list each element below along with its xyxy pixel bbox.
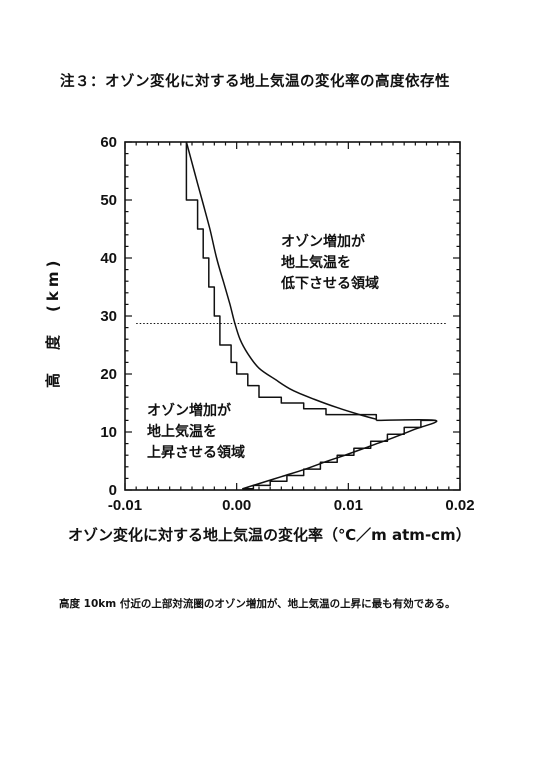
step-series-line — [185, 142, 378, 421]
y-tick-label: 40 — [100, 250, 117, 267]
axis-ticks: -0.01 0.00 0.01 0.02 0 10 20 30 40 50 60 — [100, 134, 474, 514]
x-tick-label: 0.01 — [334, 497, 363, 514]
x-axis-label: オゾン変化に対する地上気温の変化率（℃／m atm-cm） — [68, 526, 471, 544]
annotation-line: 上昇させる領域 — [147, 445, 245, 461]
annotation-line: オゾン増加が — [281, 234, 365, 250]
step-series-line — [242, 419, 436, 490]
smooth-series-line — [185, 141, 377, 420]
y-tick-label: 50 — [100, 192, 117, 209]
y-tick-label: 20 — [100, 366, 117, 383]
y-tick-label: 60 — [100, 134, 117, 151]
annotation-line: 地上気温を — [147, 424, 217, 440]
annotation-line: オゾン増加が — [147, 403, 231, 419]
annotation-line: 地上気温を — [281, 255, 351, 271]
smooth-series-line — [242, 418, 438, 490]
y-tick-label: 30 — [100, 308, 117, 325]
footnote: 高度 10km 付近の上部対流圏のオゾン増加が、地上気温の上昇に最も有効である。 — [59, 598, 456, 610]
x-tick-label: 0.02 — [445, 497, 474, 514]
x-tick-label: -0.01 — [108, 497, 142, 514]
y-tick-label: 10 — [100, 424, 117, 441]
y-axis-label: 高 度 (km) — [44, 256, 62, 388]
annotation-cooling-region: オゾン増加が 地上気温を 低下させる領域 — [281, 232, 379, 295]
annotation-line: 低下させる領域 — [281, 276, 379, 292]
figure-title: 注３：オゾン変化に対する地上気温の変化率の高度依存性 — [60, 74, 450, 90]
x-tick-label: 0.00 — [222, 497, 251, 514]
y-tick-label: 0 — [109, 482, 117, 499]
series-group — [136, 141, 447, 490]
annotation-warming-region: オゾン増加が 地上気温を 上昇させる領域 — [147, 401, 245, 464]
